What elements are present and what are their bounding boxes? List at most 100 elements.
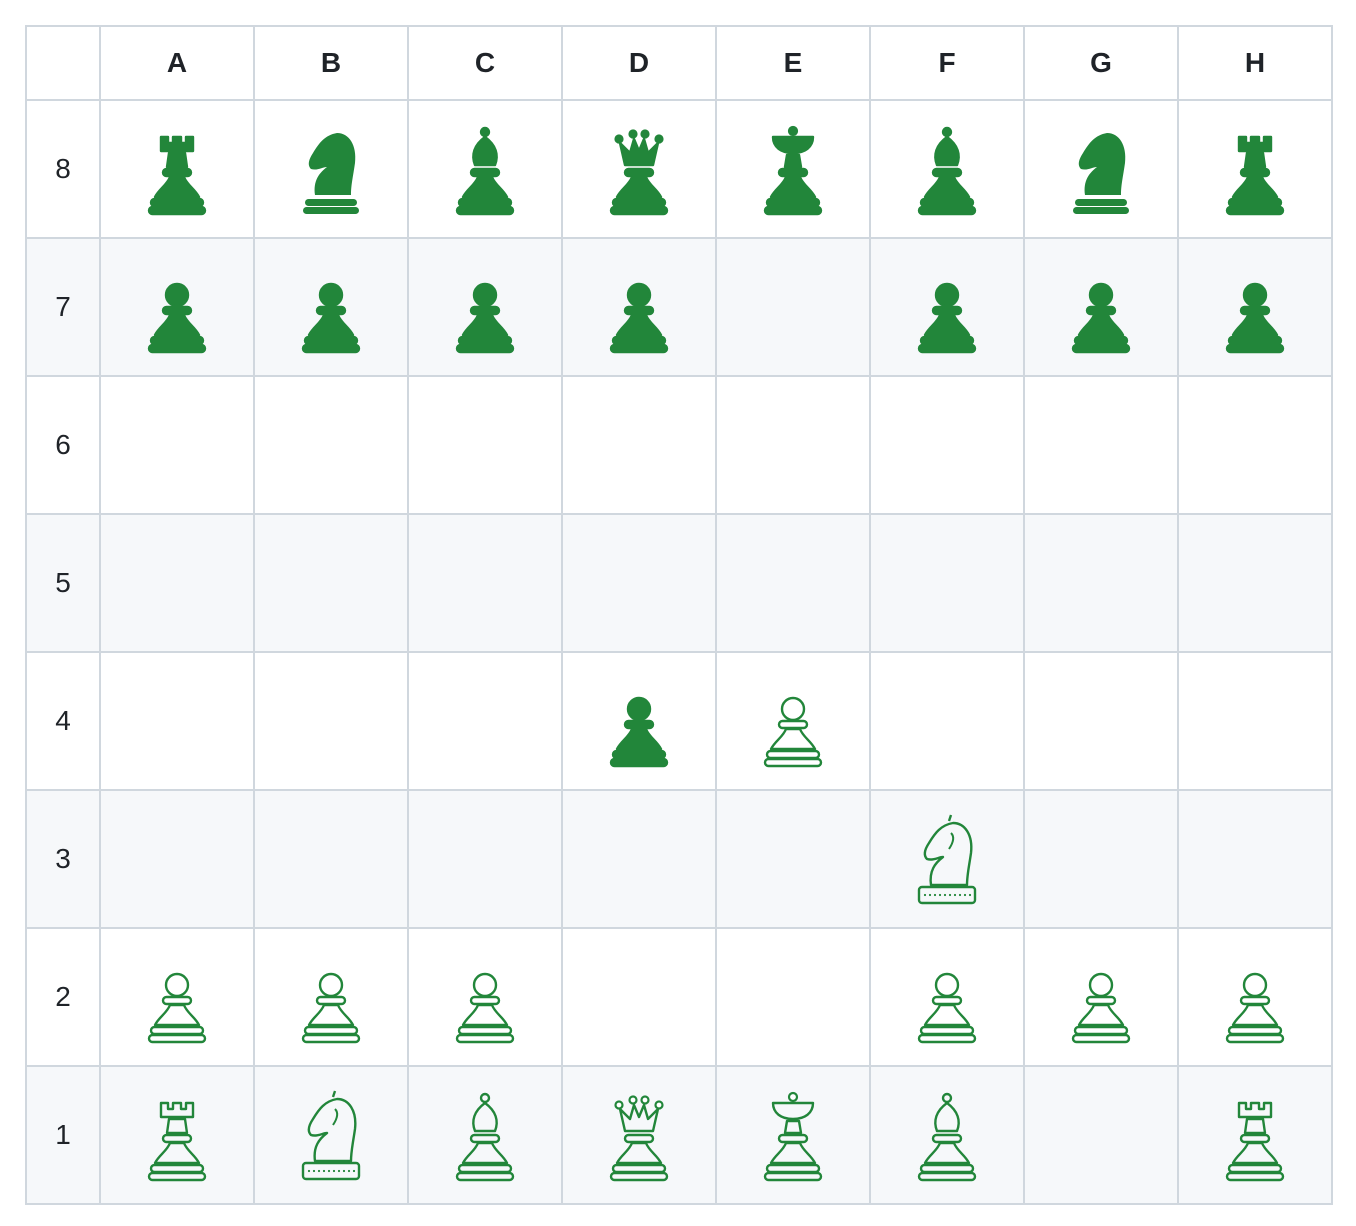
white-pawn-icon[interactable] — [1217, 947, 1293, 1047]
square-b6[interactable] — [253, 375, 409, 515]
square-e8[interactable] — [715, 99, 871, 239]
white-rook-icon[interactable] — [1217, 1085, 1293, 1185]
square-f6[interactable] — [869, 375, 1025, 515]
black-pawn-icon[interactable] — [447, 257, 523, 357]
square-c5[interactable] — [407, 513, 563, 653]
square-f3[interactable] — [869, 789, 1025, 929]
square-e7[interactable] — [715, 237, 871, 377]
square-d7[interactable] — [561, 237, 717, 377]
white-pawn-icon[interactable] — [909, 947, 985, 1047]
square-d6[interactable] — [561, 375, 717, 515]
black-queen-icon[interactable] — [601, 119, 677, 219]
square-b8[interactable] — [253, 99, 409, 239]
square-d3[interactable] — [561, 789, 717, 929]
white-knight-icon[interactable] — [293, 1085, 369, 1185]
square-h5[interactable] — [1177, 513, 1333, 653]
square-e3[interactable] — [715, 789, 871, 929]
white-pawn-icon[interactable] — [447, 947, 523, 1047]
square-f2[interactable] — [869, 927, 1025, 1067]
white-king-icon[interactable] — [755, 1085, 831, 1185]
square-f8[interactable] — [869, 99, 1025, 239]
rank-row: 4 — [25, 651, 1333, 791]
square-e1[interactable] — [715, 1065, 871, 1205]
black-pawn-icon[interactable] — [909, 257, 985, 357]
white-bishop-icon[interactable] — [447, 1085, 523, 1185]
square-h7[interactable] — [1177, 237, 1333, 377]
square-f5[interactable] — [869, 513, 1025, 653]
square-a7[interactable] — [99, 237, 255, 377]
file-header-row: A B C D E F G H — [25, 25, 1333, 101]
square-g1[interactable] — [1023, 1065, 1179, 1205]
square-h3[interactable] — [1177, 789, 1333, 929]
square-a2[interactable] — [99, 927, 255, 1067]
square-b7[interactable] — [253, 237, 409, 377]
square-h1[interactable] — [1177, 1065, 1333, 1205]
square-c6[interactable] — [407, 375, 563, 515]
white-pawn-icon[interactable] — [293, 947, 369, 1047]
square-c1[interactable] — [407, 1065, 563, 1205]
square-h2[interactable] — [1177, 927, 1333, 1067]
black-bishop-icon[interactable] — [447, 119, 523, 219]
white-knight-icon[interactable] — [909, 809, 985, 909]
black-rook-icon[interactable] — [1217, 119, 1293, 219]
square-a4[interactable] — [99, 651, 255, 791]
square-d2[interactable] — [561, 927, 717, 1067]
square-a3[interactable] — [99, 789, 255, 929]
square-f7[interactable] — [869, 237, 1025, 377]
square-b2[interactable] — [253, 927, 409, 1067]
square-a8[interactable] — [99, 99, 255, 239]
square-c4[interactable] — [407, 651, 563, 791]
square-c8[interactable] — [407, 99, 563, 239]
black-pawn-icon[interactable] — [601, 257, 677, 357]
square-c7[interactable] — [407, 237, 563, 377]
square-d1[interactable] — [561, 1065, 717, 1205]
file-label-e: E — [715, 25, 871, 101]
square-h4[interactable] — [1177, 651, 1333, 791]
square-a5[interactable] — [99, 513, 255, 653]
square-d4[interactable] — [561, 651, 717, 791]
black-knight-icon[interactable] — [1063, 119, 1139, 219]
white-rook-icon[interactable] — [139, 1085, 215, 1185]
square-h6[interactable] — [1177, 375, 1333, 515]
black-pawn-icon[interactable] — [139, 257, 215, 357]
square-d8[interactable] — [561, 99, 717, 239]
square-b3[interactable] — [253, 789, 409, 929]
black-pawn-icon[interactable] — [293, 257, 369, 357]
square-g2[interactable] — [1023, 927, 1179, 1067]
black-pawn-icon[interactable] — [601, 671, 677, 771]
square-a1[interactable] — [99, 1065, 255, 1205]
square-g4[interactable] — [1023, 651, 1179, 791]
square-a6[interactable] — [99, 375, 255, 515]
black-pawn-icon[interactable] — [1063, 257, 1139, 357]
square-b1[interactable] — [253, 1065, 409, 1205]
square-e6[interactable] — [715, 375, 871, 515]
square-h8[interactable] — [1177, 99, 1333, 239]
rank-label: 4 — [25, 651, 101, 791]
square-g3[interactable] — [1023, 789, 1179, 929]
white-queen-icon[interactable] — [601, 1085, 677, 1185]
black-rook-icon[interactable] — [139, 119, 215, 219]
square-c2[interactable] — [407, 927, 563, 1067]
square-g5[interactable] — [1023, 513, 1179, 653]
square-f1[interactable] — [869, 1065, 1025, 1205]
square-b5[interactable] — [253, 513, 409, 653]
rank-row: 7 — [25, 237, 1333, 377]
square-g7[interactable] — [1023, 237, 1179, 377]
square-e5[interactable] — [715, 513, 871, 653]
white-pawn-icon[interactable] — [139, 947, 215, 1047]
black-king-icon[interactable] — [755, 119, 831, 219]
black-bishop-icon[interactable] — [909, 119, 985, 219]
black-knight-icon[interactable] — [293, 119, 369, 219]
square-e4[interactable] — [715, 651, 871, 791]
square-f4[interactable] — [869, 651, 1025, 791]
black-pawn-icon[interactable] — [1217, 257, 1293, 357]
square-d5[interactable] — [561, 513, 717, 653]
white-pawn-icon[interactable] — [1063, 947, 1139, 1047]
white-pawn-icon[interactable] — [755, 671, 831, 771]
square-e2[interactable] — [715, 927, 871, 1067]
square-g8[interactable] — [1023, 99, 1179, 239]
white-bishop-icon[interactable] — [909, 1085, 985, 1185]
square-c3[interactable] — [407, 789, 563, 929]
square-g6[interactable] — [1023, 375, 1179, 515]
square-b4[interactable] — [253, 651, 409, 791]
